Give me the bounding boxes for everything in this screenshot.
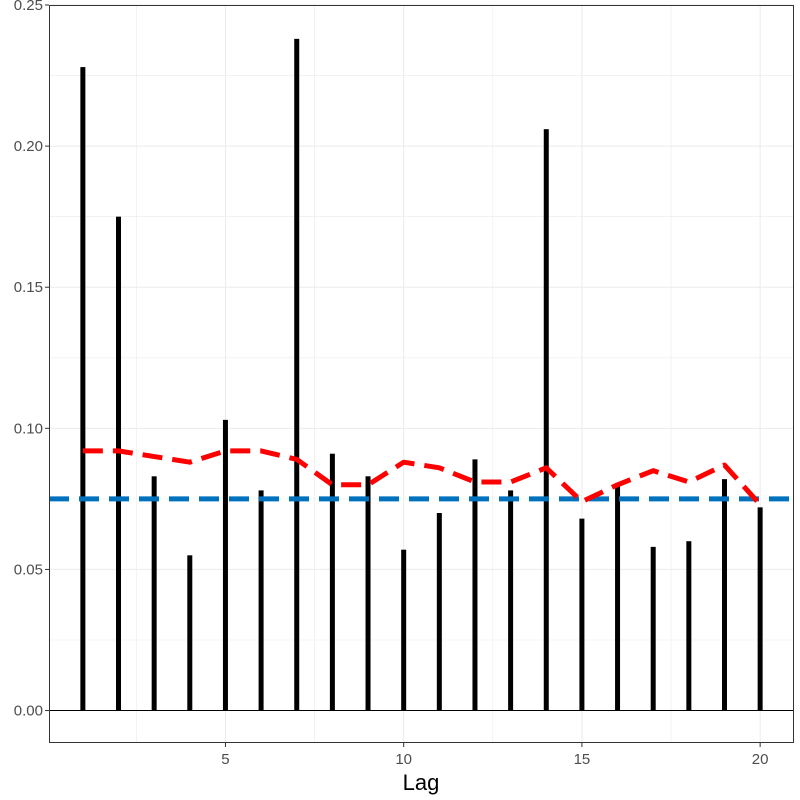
y-tick-label: 0.05 [14,561,43,578]
bar-lag-5 [222,419,228,711]
bar-lag-9 [365,476,371,711]
bar-lag-12 [472,459,478,711]
bar-lag-3 [151,476,157,711]
bars [80,38,763,711]
x-tick-label: 20 [752,751,769,768]
bar-lag-20 [757,507,763,711]
panel-background [49,5,794,743]
bar-lag-10 [401,549,407,711]
y-tick-label: 0.15 [14,279,43,296]
bar-lag-11 [436,512,442,711]
y-tick-label: 0.20 [14,138,43,155]
panel-border [49,5,794,743]
x-axis-title: Lag [403,770,440,795]
bar-lag-14 [543,129,549,711]
bar-lag-6 [258,490,264,711]
bar-lag-17 [650,546,656,711]
bar-lag-13 [508,490,514,711]
bar-lag-18 [686,541,692,711]
x-tick-label: 5 [221,751,229,768]
x-tick-label: 15 [574,751,591,768]
bar-lag-16 [615,484,621,711]
bar-lag-8 [329,453,335,711]
x-tick-label: 10 [395,751,412,768]
y-tick-label: 0.25 [14,0,43,14]
x-axis: 5 10 15 20 [221,743,768,768]
y-tick-label: 0.00 [14,703,43,720]
y-tick-label: 0.10 [14,420,43,437]
y-axis: 0.00 0.05 0.10 0.15 0.20 0.25 [14,0,49,720]
bar-lag-15 [579,518,585,711]
bar-lag-1 [80,67,86,711]
bar-lag-19 [721,479,727,711]
bar-lag-7 [294,38,300,711]
bar-lag-4 [187,555,193,711]
bar-lag-2 [116,216,122,711]
red-dashed-line [82,448,762,507]
